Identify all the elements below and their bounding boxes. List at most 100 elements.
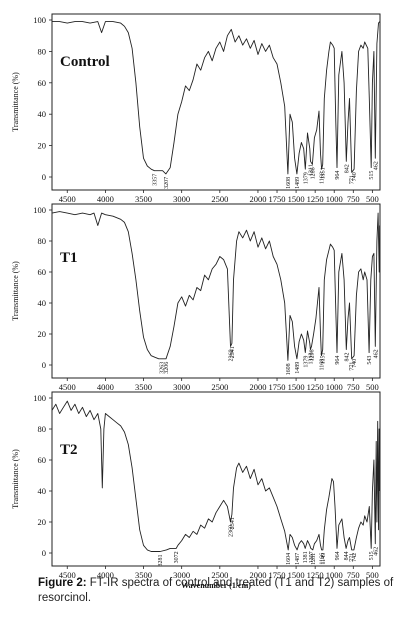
x-tick-label: 3500 <box>135 194 152 204</box>
x-tick-label: 500 <box>366 570 379 580</box>
plot-frame <box>51 203 381 379</box>
x-tick-label: 4500 <box>59 194 76 204</box>
peak-label: 964 <box>335 171 341 180</box>
x-tick-label: 1250 <box>307 382 324 392</box>
y-tick-label: 40 <box>38 486 47 496</box>
x-tick-label: 3500 <box>135 570 152 580</box>
x-tick-label: 2500 <box>211 382 228 392</box>
peak-label: 1166 <box>320 172 326 184</box>
x-tick-label: 1750 <box>269 194 286 204</box>
peak-label: 1168 <box>319 359 325 371</box>
figure-caption: Figure 2: FT-IR spectra of control and t… <box>38 576 398 606</box>
peak-label: 1166 <box>320 553 326 565</box>
peak-label: 3072 <box>174 551 180 563</box>
peak-label: 3263 <box>160 362 166 374</box>
peak-label: 1487 <box>295 553 301 565</box>
peak-label: 740 <box>352 172 358 181</box>
y-tick-label: 80 <box>38 236 47 246</box>
x-tick-label: 4500 <box>59 382 76 392</box>
peak-label: 1307 <box>309 551 315 563</box>
peak-label: 771 <box>350 553 356 562</box>
y-tick-label: 0 <box>42 172 46 182</box>
x-tick-label: 1000 <box>326 382 343 392</box>
x-tick-label: 1250 <box>307 194 324 204</box>
y-tick-label: 100 <box>33 393 46 403</box>
x-tick-label: 3000 <box>173 194 190 204</box>
peak-label: 1151 <box>321 353 327 365</box>
x-tick-label: 1250 <box>307 570 324 580</box>
peak-label: 3206 <box>164 362 170 374</box>
x-tick-label: 2500 <box>211 194 228 204</box>
x-tick-label: 4500 <box>59 570 76 580</box>
x-tick-label: 500 <box>366 194 379 204</box>
y-tick-label: 20 <box>38 329 47 339</box>
peak-label: 462 <box>373 349 379 358</box>
x-tick-label: 4000 <box>97 382 114 392</box>
x-tick-label: 3000 <box>173 570 190 580</box>
y-tick-label: 0 <box>42 548 46 558</box>
x-tick-label: 3500 <box>135 382 152 392</box>
x-tick-label: 1500 <box>288 382 305 392</box>
peak-label: 515 <box>369 551 375 560</box>
peak-label: 1311 <box>309 164 315 176</box>
peak-label: 1379 <box>303 172 309 184</box>
y-tick-label: 40 <box>38 298 47 308</box>
peak-label: 1489 <box>295 177 301 189</box>
peak-label: 742 <box>352 553 358 562</box>
peak-label: 771 <box>350 175 356 184</box>
peak-label: 2360 <box>229 349 235 361</box>
spectrum-panel-t2: 4500 4000 3500 3000 2500 2000 1750 1500 1250 1000… <box>11 391 381 590</box>
x-tick-label: 1750 <box>269 570 286 580</box>
sample-label: T2 <box>60 442 78 458</box>
peak-label: 1379 <box>303 356 309 368</box>
y-tick-label: 60 <box>38 267 47 277</box>
x-tick-label: 2500 <box>211 570 228 580</box>
peak-label: 1313 <box>308 353 314 365</box>
plot-frame <box>51 13 381 191</box>
x-tick-label: 1750 <box>269 382 286 392</box>
y-axis-label: Transmittance (%) <box>11 261 20 321</box>
y-tick-label: 40 <box>38 109 47 119</box>
peak-label: 1298 <box>310 349 316 361</box>
x-tick-label: 2000 <box>249 382 266 392</box>
spectrum-panel-control: 4500 4000 3500 3000 2500 2000 1750 1500 1250 1000… <box>11 13 381 204</box>
peak-label: 2341 <box>230 517 236 529</box>
x-tick-label: 750 <box>347 570 360 580</box>
peak-label: 2360 <box>229 525 235 537</box>
peak-label: 964 <box>335 551 341 560</box>
x-tick-label: 4000 <box>97 194 114 204</box>
peak-label: 1381 <box>303 551 309 563</box>
peak-label: 3357 <box>152 174 158 186</box>
x-tick-label: 3000 <box>173 382 190 392</box>
peak-label: 462 <box>373 161 379 170</box>
caption-text: FT-IR spectra of control and treated (T1… <box>38 577 394 605</box>
y-tick-label: 20 <box>38 517 47 527</box>
y-tick-label: 80 <box>38 46 47 56</box>
x-tick-label: 500 <box>366 382 379 392</box>
peak-label: 462 <box>373 547 379 556</box>
y-tick-label: 100 <box>33 15 46 25</box>
peak-label: 1608 <box>286 177 292 189</box>
peak-label: 964 <box>335 356 341 365</box>
peak-label: 1608 <box>286 363 292 375</box>
x-tick-label: 2000 <box>249 570 266 580</box>
peak-label: 1151 <box>321 167 327 179</box>
spectrum-line <box>52 21 380 175</box>
peak-label: 1604 <box>286 553 292 565</box>
y-tick-label: 100 <box>33 205 46 215</box>
peak-label: 740 <box>352 359 358 368</box>
y-tick-label: 80 <box>38 424 47 434</box>
peak-label: 1281 <box>311 553 317 565</box>
y-tick-label: 0 <box>42 360 46 370</box>
x-tick-label: 4000 <box>97 570 114 580</box>
spectrum-panel-t1: 4500 4000 3500 3000 2500 2000 1750 1500 1250 1000… <box>11 203 381 392</box>
peak-label: 842 <box>344 164 350 173</box>
x-axis-label: Wavenumber (1/cm) <box>181 581 251 590</box>
peak-label: 3281 <box>158 555 164 567</box>
x-tick-label: 1000 <box>326 570 343 580</box>
peak-label: 771 <box>350 362 356 371</box>
peak-label: 3207 <box>164 177 170 189</box>
x-tick-label: 2000 <box>249 194 266 204</box>
y-axis-label: Transmittance (%) <box>11 72 20 132</box>
